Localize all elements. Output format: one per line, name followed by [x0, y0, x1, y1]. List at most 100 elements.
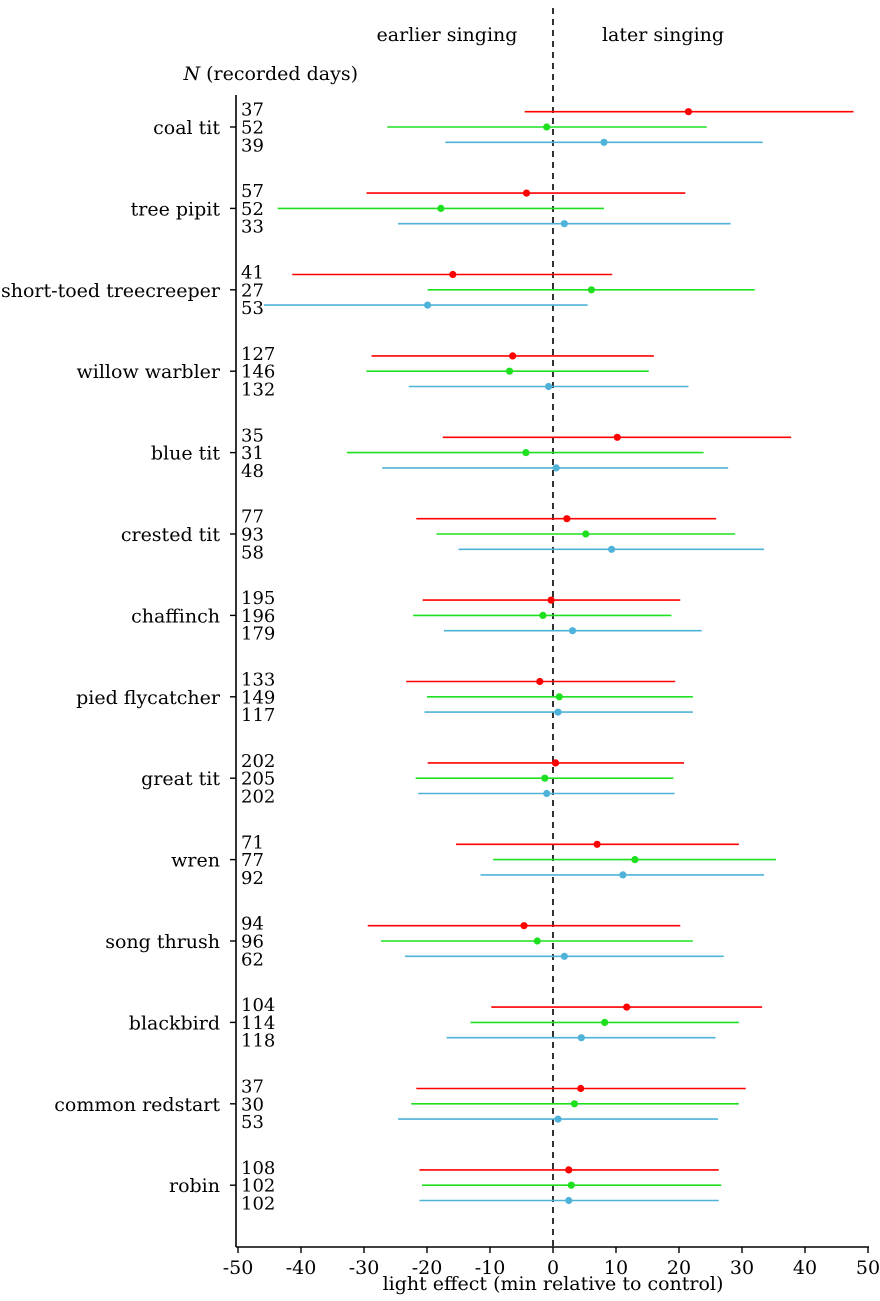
species-label: coal tit — [153, 117, 220, 139]
x-tick-label: -10 — [475, 1257, 506, 1279]
sample-size-label: 132 — [241, 380, 275, 401]
sample-size-label: 53 — [241, 298, 264, 319]
sample-size-label: 202 — [241, 787, 275, 808]
sample-size-label: 93 — [241, 525, 264, 546]
estimate-point — [505, 367, 514, 375]
sample-size-label: 62 — [241, 949, 264, 970]
sample-size-label: 33 — [241, 217, 264, 238]
estimate-point — [437, 204, 445, 212]
sample-size-label: 102 — [241, 1176, 275, 1197]
sample-size-label: 146 — [241, 362, 275, 383]
species-label: blue tit — [151, 443, 220, 465]
sample-size-label: 133 — [241, 670, 275, 691]
x-tick-label: -30 — [349, 1257, 380, 1279]
sample-size-label: 108 — [241, 1158, 275, 1179]
estimate-point — [551, 759, 560, 767]
estimate-point — [522, 189, 531, 197]
sample-size-label: 104 — [241, 995, 275, 1016]
estimate-point — [554, 1115, 562, 1123]
estimate-point — [533, 937, 541, 945]
estimate-point — [555, 693, 563, 701]
header-later-singing: later singing — [602, 24, 724, 46]
estimate-point — [424, 301, 432, 309]
estimate-point — [565, 1166, 573, 1174]
sample-size-label: 37 — [241, 100, 264, 121]
estimate-point — [607, 545, 616, 553]
sample-size-label: 48 — [241, 461, 264, 482]
header-earlier-singing: earlier singing — [377, 24, 518, 46]
estimate-point — [539, 611, 547, 620]
x-tick-label: 20 — [667, 1257, 691, 1279]
species-label: wren — [171, 850, 220, 872]
sample-size-label: 118 — [241, 1031, 275, 1052]
sample-size-label: 114 — [241, 1013, 275, 1034]
sample-size-label: 195 — [241, 588, 275, 609]
estimate-point — [536, 677, 544, 686]
sample-size-label: 53 — [241, 1112, 264, 1133]
species-label: blackbird — [129, 1012, 220, 1034]
sample-size-label: 102 — [241, 1194, 275, 1215]
estimate-point — [560, 952, 568, 960]
estimate-point — [593, 840, 601, 848]
estimate-point — [541, 774, 549, 782]
sample-size-label: 205 — [241, 769, 275, 790]
sample-size-label: 92 — [241, 868, 264, 889]
sample-size-label: 27 — [241, 280, 264, 301]
sample-size-label: 52 — [241, 199, 264, 220]
estimate-point — [631, 856, 639, 864]
sample-size-label: 179 — [241, 624, 275, 645]
sample-size-label: 31 — [241, 443, 264, 464]
estimate-point — [600, 138, 608, 146]
estimate-point — [543, 789, 551, 798]
sample-size-label: 71 — [241, 832, 264, 853]
estimate-point — [587, 286, 596, 294]
species-label: willow warbler — [77, 361, 221, 383]
x-tick-label: 40 — [793, 1257, 817, 1279]
estimate-point — [684, 108, 693, 116]
sample-size-label: 39 — [241, 135, 264, 156]
sample-size-label: 149 — [241, 687, 275, 708]
sample-size-label: 117 — [241, 705, 275, 726]
species-label: common redstart — [54, 1094, 220, 1116]
species-label: pied flycatcher — [76, 687, 221, 709]
x-tick-label: 50 — [856, 1257, 880, 1279]
estimate-point — [552, 464, 560, 472]
estimate-point — [623, 1003, 631, 1011]
estimate-point — [554, 708, 562, 716]
estimate-point — [449, 270, 457, 279]
sample-size-label: 127 — [241, 344, 275, 365]
sample-size-label: 58 — [241, 542, 264, 563]
sample-size-label: 30 — [241, 1094, 264, 1115]
x-tick-label: -50 — [223, 1257, 254, 1279]
species-label: chaffinch — [131, 605, 220, 627]
estimate-point — [544, 382, 553, 391]
estimate-point — [577, 1034, 585, 1042]
x-axis-label: light effect (min relative to control) — [383, 1273, 724, 1295]
estimate-point — [547, 596, 555, 604]
sample-size-label: 37 — [241, 1077, 264, 1098]
sample-size-label: 35 — [241, 425, 264, 446]
sample-size-label: 52 — [241, 118, 264, 139]
estimate-point — [543, 123, 551, 131]
sample-size-label: 196 — [241, 606, 275, 627]
n-label-rest: (recorded days) — [200, 63, 358, 85]
estimate-point — [601, 1018, 609, 1026]
species-label: great tit — [141, 768, 220, 790]
species-label: robin — [169, 1175, 220, 1197]
sample-size-label: 41 — [241, 263, 264, 284]
estimate-point — [565, 1196, 573, 1205]
